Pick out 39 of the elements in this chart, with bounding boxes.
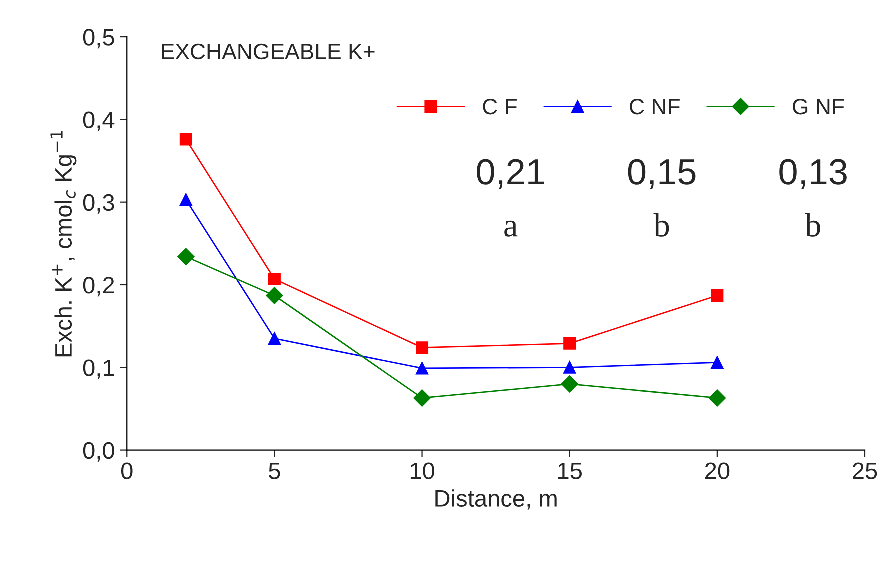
x-axis-title: Distance, m: [436, 490, 557, 510]
x-tick-label: 0: [121, 462, 133, 480]
y-tick-label: 0,1: [83, 360, 114, 380]
y-axis-title: Exch. K$^{+}$, cmol$_{c}$ Kg$^{−1}$: [50, 131, 77, 357]
point: [416, 342, 429, 354]
legend-label: C F: [483, 98, 517, 115]
y-tick-label: 0,5: [83, 29, 114, 49]
y-tick-label: 0,3: [83, 194, 114, 214]
point: [711, 356, 724, 369]
annotation: 0,13: [780, 159, 847, 190]
annotation: b: [805, 213, 820, 237]
point: [180, 194, 192, 206]
x-tick-label: 15: [558, 462, 582, 480]
x-tick-label: 25: [853, 462, 878, 480]
point: [268, 272, 281, 286]
y-tick-label: 0,2: [83, 277, 114, 297]
annotation: a: [504, 220, 518, 237]
legend-label: G NF: [793, 98, 844, 115]
point: [266, 287, 284, 304]
point: [561, 376, 578, 393]
x-tick-label: 5: [269, 462, 280, 480]
annotation: 0,21: [477, 159, 544, 190]
point: [711, 289, 724, 302]
point: [564, 337, 576, 350]
point: [708, 390, 726, 407]
point: [564, 361, 576, 374]
x-tick-label: 10: [410, 462, 434, 480]
point: [180, 133, 192, 146]
chart-title: EXCHANGEABLE K+: [162, 44, 375, 60]
y-tick-label: 0,0: [83, 442, 114, 462]
point: [268, 332, 281, 345]
point: [414, 390, 431, 407]
annotation: 0,15: [628, 159, 696, 190]
legend-label: C NF: [630, 98, 680, 115]
y-tick-label: 0,4: [83, 112, 115, 132]
x-tick-label: 20: [705, 462, 730, 480]
point: [416, 362, 429, 375]
point: [178, 248, 195, 266]
annotation: b: [654, 213, 670, 237]
